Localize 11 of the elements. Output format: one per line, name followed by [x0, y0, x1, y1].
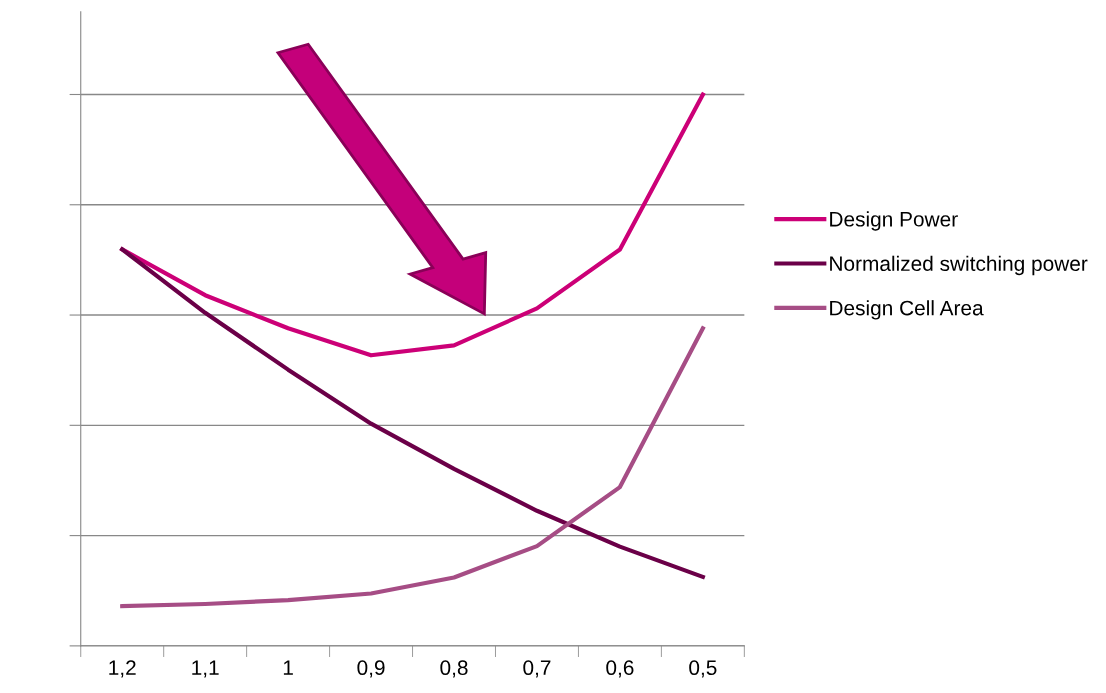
x-tick-label: 0,6	[606, 660, 634, 678]
legend-label: Design Power	[830, 211, 958, 231]
x-tick-label: 1,1	[192, 660, 219, 678]
x-tick-label: 0,9	[357, 660, 385, 678]
x-tick-label: 1,2	[109, 660, 136, 678]
legend-label: Design Cell Area	[830, 300, 984, 320]
x-tick-label: 0,8	[440, 660, 468, 678]
x-tick-label: 0,7	[523, 660, 551, 678]
x-tick-label: 0,5	[689, 660, 717, 678]
legend-label: Normalized switching power	[830, 255, 1088, 276]
x-tick-label: 1	[283, 660, 293, 675]
